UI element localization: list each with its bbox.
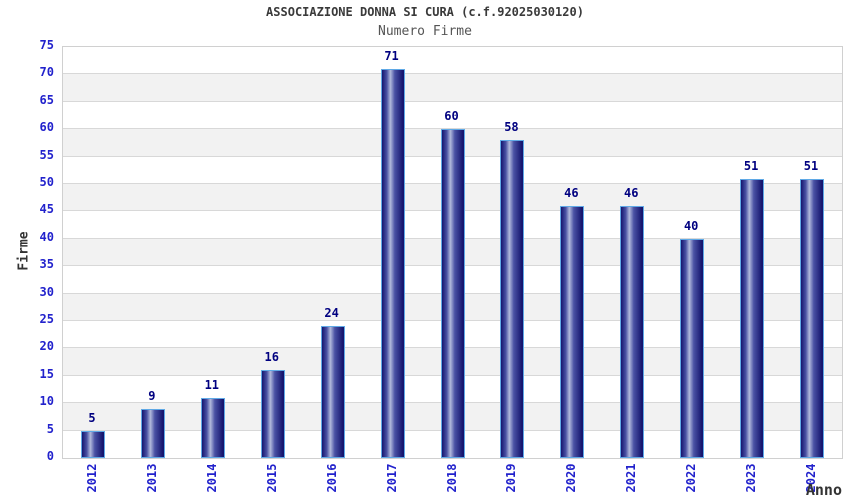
bar-2015 (260, 370, 285, 458)
bar-2013 (140, 408, 165, 458)
bar-2017 (380, 68, 405, 458)
bar-2020 (560, 205, 585, 458)
gridline (63, 128, 842, 130)
bar-2012 (80, 430, 105, 458)
y-tick-label: 30 (39, 284, 54, 299)
y-tick-label: 35 (39, 257, 54, 272)
plot-area (62, 46, 843, 459)
bar-2022 (680, 238, 705, 458)
x-tick-label: 2022 (684, 463, 699, 493)
bar-2021 (620, 205, 645, 458)
plot-band (63, 47, 842, 74)
chart-subtitle: Numero Firme (378, 24, 472, 39)
plot-band (63, 74, 842, 102)
y-tick-label: 45 (39, 202, 54, 217)
bar-2024 (800, 178, 825, 458)
x-tick-label: 2019 (504, 463, 519, 493)
x-axis-title: Anno (805, 481, 842, 499)
y-tick-label: 50 (39, 175, 54, 189)
y-tick-label: 20 (39, 339, 54, 354)
x-tick-label: 2012 (84, 463, 99, 493)
bar-value-label: 46 (624, 185, 639, 200)
bar-value-label: 16 (264, 350, 279, 365)
x-tick-label: 2021 (624, 463, 639, 493)
bar-value-label: 46 (564, 185, 579, 200)
bar-2018 (440, 129, 465, 458)
bar-value-label: 9 (148, 388, 156, 403)
x-tick-label: 2018 (444, 463, 459, 493)
bar-2023 (740, 178, 765, 458)
y-tick-label: 5 (46, 421, 54, 436)
x-tick-label: 2016 (324, 463, 339, 493)
bar-value-label: 58 (504, 120, 519, 135)
y-tick-label: 40 (39, 229, 54, 244)
gridline (63, 73, 842, 75)
bar-2014 (200, 397, 225, 458)
bar-value-label: 51 (803, 158, 819, 173)
x-tick-label: 2017 (384, 463, 399, 493)
bar-value-label: 71 (384, 48, 399, 63)
y-tick-label: 60 (39, 120, 54, 135)
y-tick-label: 15 (39, 366, 54, 381)
y-tick-label: 75 (39, 38, 54, 52)
chart-title: ASSOCIAZIONE DONNA SI CURA (c.f.92025030… (266, 5, 584, 19)
y-tick-label: 10 (39, 394, 54, 409)
y-tick-label: 25 (39, 312, 54, 326)
gridline (63, 100, 842, 102)
bar-2019 (500, 140, 525, 458)
x-tick-label: 2020 (564, 463, 579, 493)
y-tick-label: 65 (39, 92, 54, 107)
x-tick-label: 2015 (264, 463, 279, 493)
bar-value-label: 40 (683, 218, 699, 233)
y-tick-label: 55 (39, 147, 54, 162)
x-tick-label: 2023 (744, 463, 759, 493)
bar-value-label: 11 (204, 377, 220, 392)
bar-value-label: 60 (444, 109, 459, 124)
bar-2016 (320, 326, 345, 458)
bar-value-label: 5 (88, 410, 96, 425)
y-tick-label: 0 (46, 449, 54, 463)
x-tick-label: 2013 (144, 463, 159, 493)
y-tick-label: 70 (39, 65, 54, 80)
x-tick-label: 2014 (204, 463, 219, 493)
bar-value-label: 51 (743, 158, 759, 173)
bar-value-label: 24 (324, 306, 339, 321)
